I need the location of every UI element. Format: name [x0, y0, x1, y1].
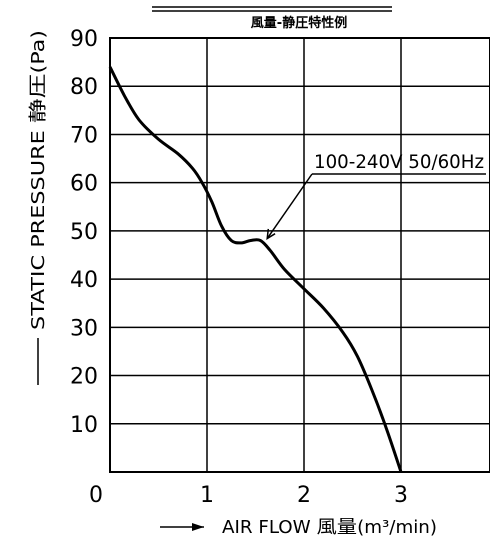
annotation-arrowhead: [266, 228, 276, 240]
y-tick-label: 40: [70, 268, 98, 293]
x-axis-title: AIR FLOW 風量(m³/min): [222, 517, 437, 538]
plot-frame: [109, 37, 490, 473]
y-tick-label: 60: [70, 172, 98, 197]
y-tick-label: 30: [70, 316, 98, 341]
y-tick-label: 10: [70, 413, 98, 438]
x-tick-label: 1: [200, 483, 214, 508]
annotation-label: 100-240V 50/60Hz: [314, 151, 484, 173]
x-axis-label: AIR FLOW 風量(m³/min): [160, 517, 437, 538]
x-axis-arrowhead: [192, 523, 204, 531]
y-axis-label: STATIC PRESSURE 静圧(Pa): [28, 30, 49, 385]
y-tick-label: 70: [70, 123, 98, 148]
x-tick-label: 3: [394, 483, 408, 508]
y-tick-label: 20: [70, 365, 98, 390]
annotation-leader: [266, 173, 313, 239]
chart-title: 風量-静圧特性例: [251, 15, 347, 31]
y-tick-label: 50: [70, 220, 98, 245]
x-tick-label: 2: [297, 483, 311, 508]
y-tick-labels: 10 20 30 40 50 60 70 80 90: [70, 27, 98, 438]
grid: [110, 38, 490, 472]
x-tick-labels: 0 1 2 3: [89, 483, 408, 508]
y-axis-title: STATIC PRESSURE 静圧(Pa): [28, 30, 49, 330]
x-tick-label: 0: [89, 483, 103, 508]
y-tick-label: 80: [70, 75, 98, 100]
y-tick-label: 90: [70, 27, 98, 52]
series-line: [108, 66, 403, 473]
